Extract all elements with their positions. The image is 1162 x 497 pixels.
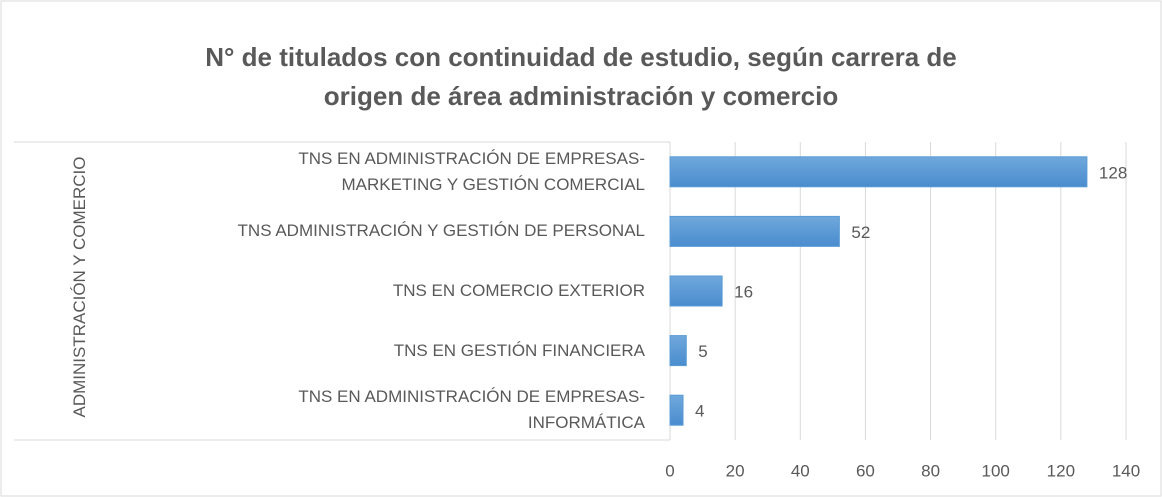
y-tick-label: TNS EN COMERCIO EXTERIOR: [392, 281, 645, 300]
x-tick-label: 80: [921, 461, 940, 480]
x-tick-label: 40: [791, 461, 810, 480]
group-label: ADMINISTRACIÓN Y COMERCIO: [70, 156, 89, 418]
x-tick-label: 120: [1047, 461, 1075, 480]
data-label: 16: [734, 282, 753, 301]
data-label: 52: [851, 223, 870, 242]
x-tick-label: 20: [726, 461, 745, 480]
x-tick-label: 60: [856, 461, 875, 480]
data-label: 128: [1099, 163, 1127, 182]
x-tick-label: 100: [982, 461, 1010, 480]
chart-title: N° de titulados con continuidad de estud…: [205, 42, 957, 111]
bar: [669, 275, 723, 307]
bar: [669, 394, 684, 426]
bar: [669, 335, 687, 367]
y-tick-label: TNS EN ADMINISTRACIÓN DE EMPRESAS-INFORM…: [298, 387, 645, 433]
y-tick-label: TNS EN GESTIÓN FINANCIERA: [393, 340, 645, 360]
data-label: 5: [698, 342, 707, 361]
bar: [669, 215, 840, 247]
data-label: 4: [695, 402, 704, 421]
bar: [669, 156, 1088, 188]
x-tick-label: 140: [1112, 461, 1140, 480]
y-tick-label: TNS EN ADMINISTRACIÓN DE EMPRESAS-MARKET…: [298, 148, 645, 194]
y-tick-label: TNS ADMINISTRACIÓN Y GESTIÓN DE PERSONAL: [237, 221, 645, 241]
x-tick-label: 0: [665, 461, 674, 480]
